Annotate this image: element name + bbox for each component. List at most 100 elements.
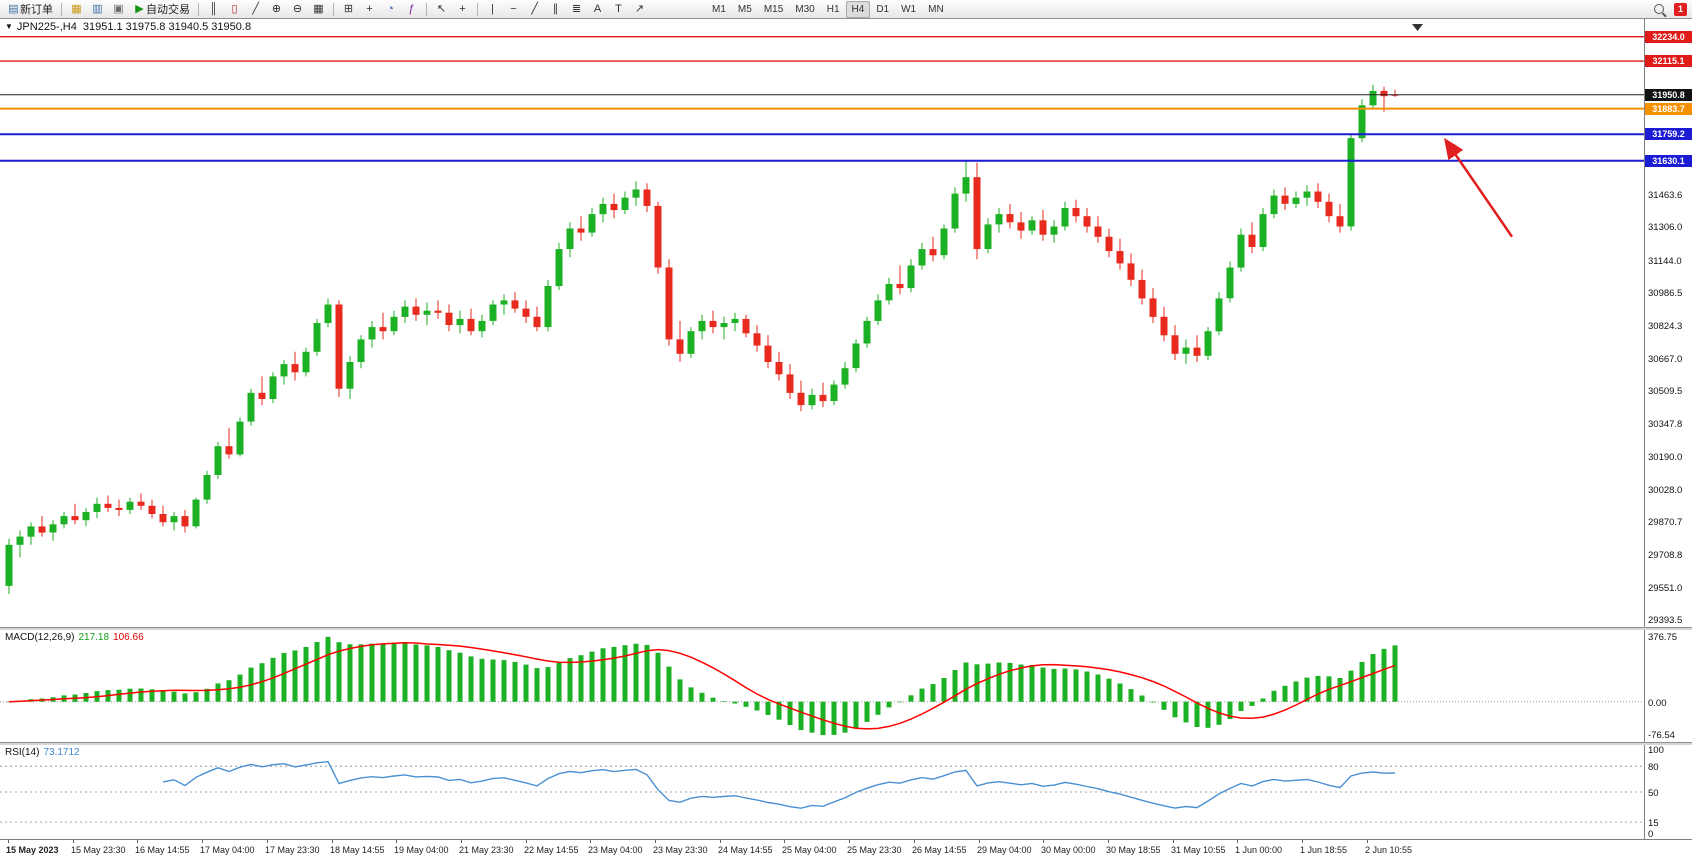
resistance-line-upper-price-badge[interactable]: 32234.0 xyxy=(1645,31,1692,43)
candle-body xyxy=(214,446,222,475)
autotrade-icon: ▶ xyxy=(135,3,144,15)
candle-body xyxy=(401,306,409,317)
arrange-windows-button[interactable]: ⊞ xyxy=(338,0,359,18)
candle-body xyxy=(379,327,387,332)
crosshair-button[interactable]: + xyxy=(452,0,473,18)
navigator-icon: ▣ xyxy=(113,3,124,15)
macd-main-value: 217.18 xyxy=(78,632,110,643)
price-tick-label: 30824.3 xyxy=(1648,321,1683,332)
equidistant-channel-button[interactable]: ∥ xyxy=(545,0,566,18)
candle-body xyxy=(489,304,497,321)
timeframe-m5[interactable]: M5 xyxy=(737,3,752,15)
candle-body xyxy=(830,384,838,401)
timeframe-m30[interactable]: M30 xyxy=(795,3,815,15)
new-chart-button[interactable]: + xyxy=(359,0,380,18)
resistance-line-price-badge[interactable]: 32115.1 xyxy=(1645,55,1692,67)
rsi-panel: RSI(14) 73.1712 100 80 50 15 0 xyxy=(0,745,1692,839)
candle-body xyxy=(1347,138,1355,227)
candle-body xyxy=(1226,267,1234,299)
search-button[interactable] xyxy=(1650,0,1668,18)
time-label: 29 May 04:00 xyxy=(977,845,1032,855)
vertical-line-button[interactable]: | xyxy=(482,0,503,18)
notification-badge[interactable]: 1 xyxy=(1674,2,1687,16)
timeframe-m15[interactable]: M15 xyxy=(763,3,784,15)
line-chart-button[interactable]: ╱ xyxy=(245,0,266,18)
text-label-button[interactable]: T xyxy=(608,0,629,18)
timeframe-h4[interactable]: H4 xyxy=(845,0,871,18)
time-axis[interactable]: 15 May 2023 15 May 23:30 16 May 14:55 17 Ma… xyxy=(0,839,1692,864)
new-chart-icon: + xyxy=(366,3,373,15)
candle-body xyxy=(599,203,607,215)
tile-windows-button[interactable]: ▦ xyxy=(308,0,329,18)
new-order-button[interactable]: ▤ 新订单 xyxy=(3,0,57,18)
candle-body xyxy=(456,318,464,326)
search-icon xyxy=(1654,4,1664,14)
cursor-button[interactable]: ↖ xyxy=(431,0,452,18)
history-center-button[interactable]: ▦ xyxy=(66,0,87,18)
auto-trading-label: 自动交易 xyxy=(146,4,190,16)
panel-divider[interactable] xyxy=(0,742,1692,745)
text-icon: A xyxy=(593,3,602,15)
bar-chart-button[interactable]: ║ xyxy=(203,0,224,18)
price-axis[interactable]: 31463.6 31306.0 31144.0 30986.5 30824.3 30667… xyxy=(1644,19,1692,627)
panel-divider[interactable] xyxy=(0,627,1692,630)
rsi-axis[interactable]: 100 80 50 15 0 xyxy=(1644,745,1692,839)
candle-body xyxy=(632,189,640,198)
candle-body xyxy=(764,345,772,362)
timeframe-d1[interactable]: D1 xyxy=(876,3,890,15)
chart-shift-marker[interactable] xyxy=(1412,24,1423,31)
timeframe-h1[interactable]: H1 xyxy=(826,3,840,15)
orange-level-line-price-badge[interactable]: 31883.7 xyxy=(1645,103,1692,115)
clock-button[interactable]: ◔ xyxy=(380,0,401,18)
candle-body xyxy=(995,214,1003,225)
time-label: 19 May 04:00 xyxy=(394,845,449,855)
price-chart-canvas[interactable] xyxy=(0,19,1644,627)
new-order-label: 新订单 xyxy=(20,4,53,16)
tile-windows-icon: ▦ xyxy=(313,3,324,15)
time-tick xyxy=(332,840,333,843)
candle-body xyxy=(247,392,255,422)
trendline-button[interactable]: ╱ xyxy=(524,0,545,18)
time-tick xyxy=(396,840,397,843)
candlestick-chart-button[interactable]: ▯ xyxy=(224,0,245,18)
time-label: 17 May 04:00 xyxy=(200,845,255,855)
timeframe-mn[interactable]: MN xyxy=(928,3,944,15)
chart-symbol-period: JPN225-,H4 xyxy=(16,21,77,33)
rsi-canvas[interactable] xyxy=(0,745,1644,839)
text-button[interactable]: A xyxy=(587,0,608,18)
candle-body xyxy=(918,249,926,266)
arrows-button[interactable]: ↗ xyxy=(629,0,650,18)
indicators-button[interactable]: ƒ xyxy=(401,0,422,18)
trend-arrow-annotation[interactable] xyxy=(1444,137,1514,238)
candle-body xyxy=(874,300,882,321)
candle-body xyxy=(786,374,794,393)
current-price-line-price-badge[interactable]: 31950.8 xyxy=(1645,89,1692,101)
price-tick-label: 31463.6 xyxy=(1648,190,1683,201)
blue-level-line-upper-price-badge[interactable]: 31759.2 xyxy=(1645,128,1692,140)
macd-axis[interactable]: 376.75 0.00 -76.54 xyxy=(1644,630,1692,742)
horizontal-line-button[interactable]: − xyxy=(503,0,524,18)
fibonacci-button[interactable]: ≣ xyxy=(566,0,587,18)
collapse-arrow-icon[interactable]: ▼ xyxy=(5,22,13,31)
macd-signal-value: 106.66 xyxy=(113,632,144,643)
time-label: 26 May 14:55 xyxy=(912,845,967,855)
zoom-out-button[interactable]: ⊖ xyxy=(287,0,308,18)
time-tick xyxy=(1043,840,1044,843)
auto-trading-button[interactable]: ▶ 自动交易 xyxy=(129,0,194,18)
time-label: 17 May 23:30 xyxy=(265,845,320,855)
timeframe-w1[interactable]: W1 xyxy=(901,3,917,15)
market-watch-button[interactable]: ▥ xyxy=(87,0,108,18)
candle-body xyxy=(1138,279,1146,299)
time-label: 18 May 14:55 xyxy=(330,845,385,855)
candle-body xyxy=(731,318,739,323)
bar-chart-icon: ║ xyxy=(209,3,218,15)
candle-body xyxy=(1281,195,1289,204)
zoom-in-button[interactable]: ⊕ xyxy=(266,0,287,18)
candle-body xyxy=(280,364,288,377)
navigator-button[interactable]: ▣ xyxy=(108,0,129,18)
candle-body xyxy=(115,507,123,510)
macd-canvas[interactable] xyxy=(0,630,1644,742)
blue-level-line-lower-price-badge[interactable]: 31630.1 xyxy=(1645,155,1692,167)
candle-body xyxy=(225,446,233,455)
timeframe-m1[interactable]: M1 xyxy=(712,3,726,15)
